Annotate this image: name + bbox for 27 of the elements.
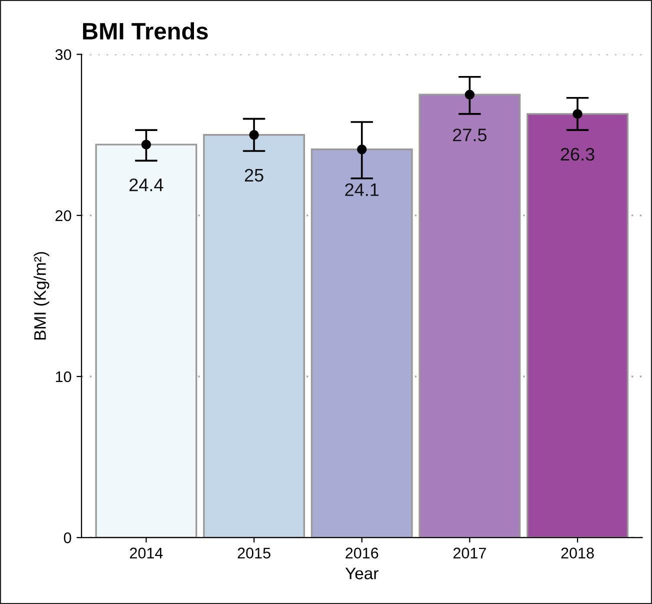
y-tick-label: 30 [55, 49, 72, 60]
y-axis-title: BMI (Kg/m²) [34, 252, 50, 340]
point [464, 90, 475, 100]
x-tick-label: 2014 [130, 548, 163, 559]
y-tick-label: 0 [64, 532, 72, 544]
data-label: 25 [244, 168, 264, 182]
point [357, 144, 367, 154]
data-label: 24.1 [345, 183, 379, 196]
bar [310, 148, 413, 538]
point [572, 109, 582, 119]
data-label: 24.4 [130, 178, 164, 192]
x-tick-label: 2015 [238, 548, 270, 559]
x-axis-title: Year [345, 568, 378, 580]
bar [203, 134, 306, 538]
x-tick-label: 2016 [346, 548, 378, 559]
x-tick-label: 2017 [453, 548, 486, 559]
bar [418, 94, 521, 538]
bar [526, 113, 628, 538]
bar [95, 144, 198, 538]
y-tick-label: 20 [56, 210, 72, 222]
data-label: 26.3 [560, 148, 594, 161]
data-label: 27.5 [453, 128, 487, 142]
chart-title: BMI Trends [83, 22, 208, 40]
point [249, 130, 259, 140]
x-tick-label: 2018 [561, 548, 594, 559]
point [141, 140, 152, 150]
y-tick-label: 10 [56, 371, 72, 382]
